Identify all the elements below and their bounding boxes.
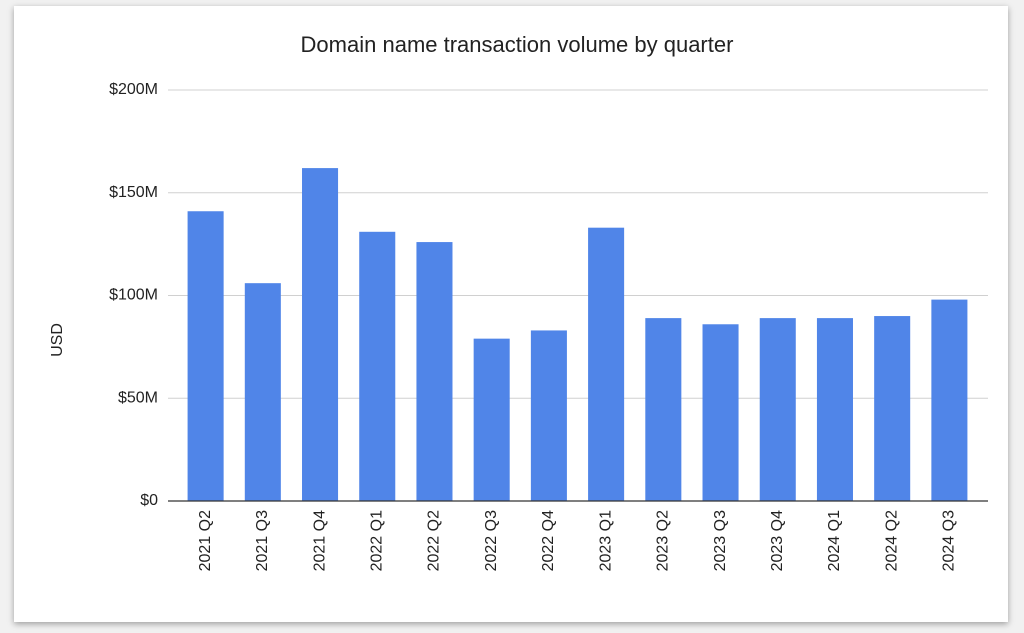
- y-tick-label: $150M: [109, 184, 158, 201]
- x-tick-label: 2023 Q1: [597, 510, 614, 571]
- bar: [302, 168, 339, 501]
- bar: [530, 330, 567, 501]
- bar: [187, 211, 224, 501]
- x-tick-label: 2022 Q1: [368, 510, 385, 571]
- bar: [416, 242, 453, 501]
- y-tick-label: $200M: [109, 81, 158, 98]
- x-tick-label: 2023 Q3: [712, 510, 729, 571]
- y-axis-title: USD: [49, 323, 66, 357]
- bar: [702, 324, 739, 501]
- y-tick-label: $0: [140, 492, 158, 509]
- x-tick-label: 2022 Q3: [483, 510, 500, 571]
- bar: [874, 316, 911, 501]
- bar: [816, 318, 853, 501]
- bar: [645, 318, 682, 501]
- x-tick-label: 2021 Q4: [311, 510, 328, 571]
- y-tick-label: $50M: [118, 389, 158, 406]
- x-tick-label: 2022 Q2: [426, 510, 443, 571]
- x-tick-label: 2023 Q2: [655, 510, 672, 571]
- bar: [359, 231, 396, 502]
- chart-title: Domain name transaction volume by quarte…: [301, 32, 734, 57]
- x-tick-label: 2022 Q4: [540, 510, 557, 571]
- y-tick-label: $100M: [109, 287, 158, 304]
- x-tick-label: 2021 Q2: [197, 510, 214, 571]
- bar: [244, 283, 281, 501]
- bar: [588, 227, 625, 501]
- x-tick-label: 2024 Q2: [883, 510, 900, 571]
- bar: [759, 318, 796, 501]
- x-tick-label: 2023 Q4: [769, 510, 786, 571]
- bar: [473, 338, 510, 501]
- x-tick-label: 2024 Q1: [826, 510, 843, 571]
- x-tick-label: 2024 Q3: [941, 510, 958, 571]
- x-tick-label: 2021 Q3: [254, 510, 271, 571]
- bar: [931, 299, 968, 501]
- chart-card: [14, 6, 1008, 622]
